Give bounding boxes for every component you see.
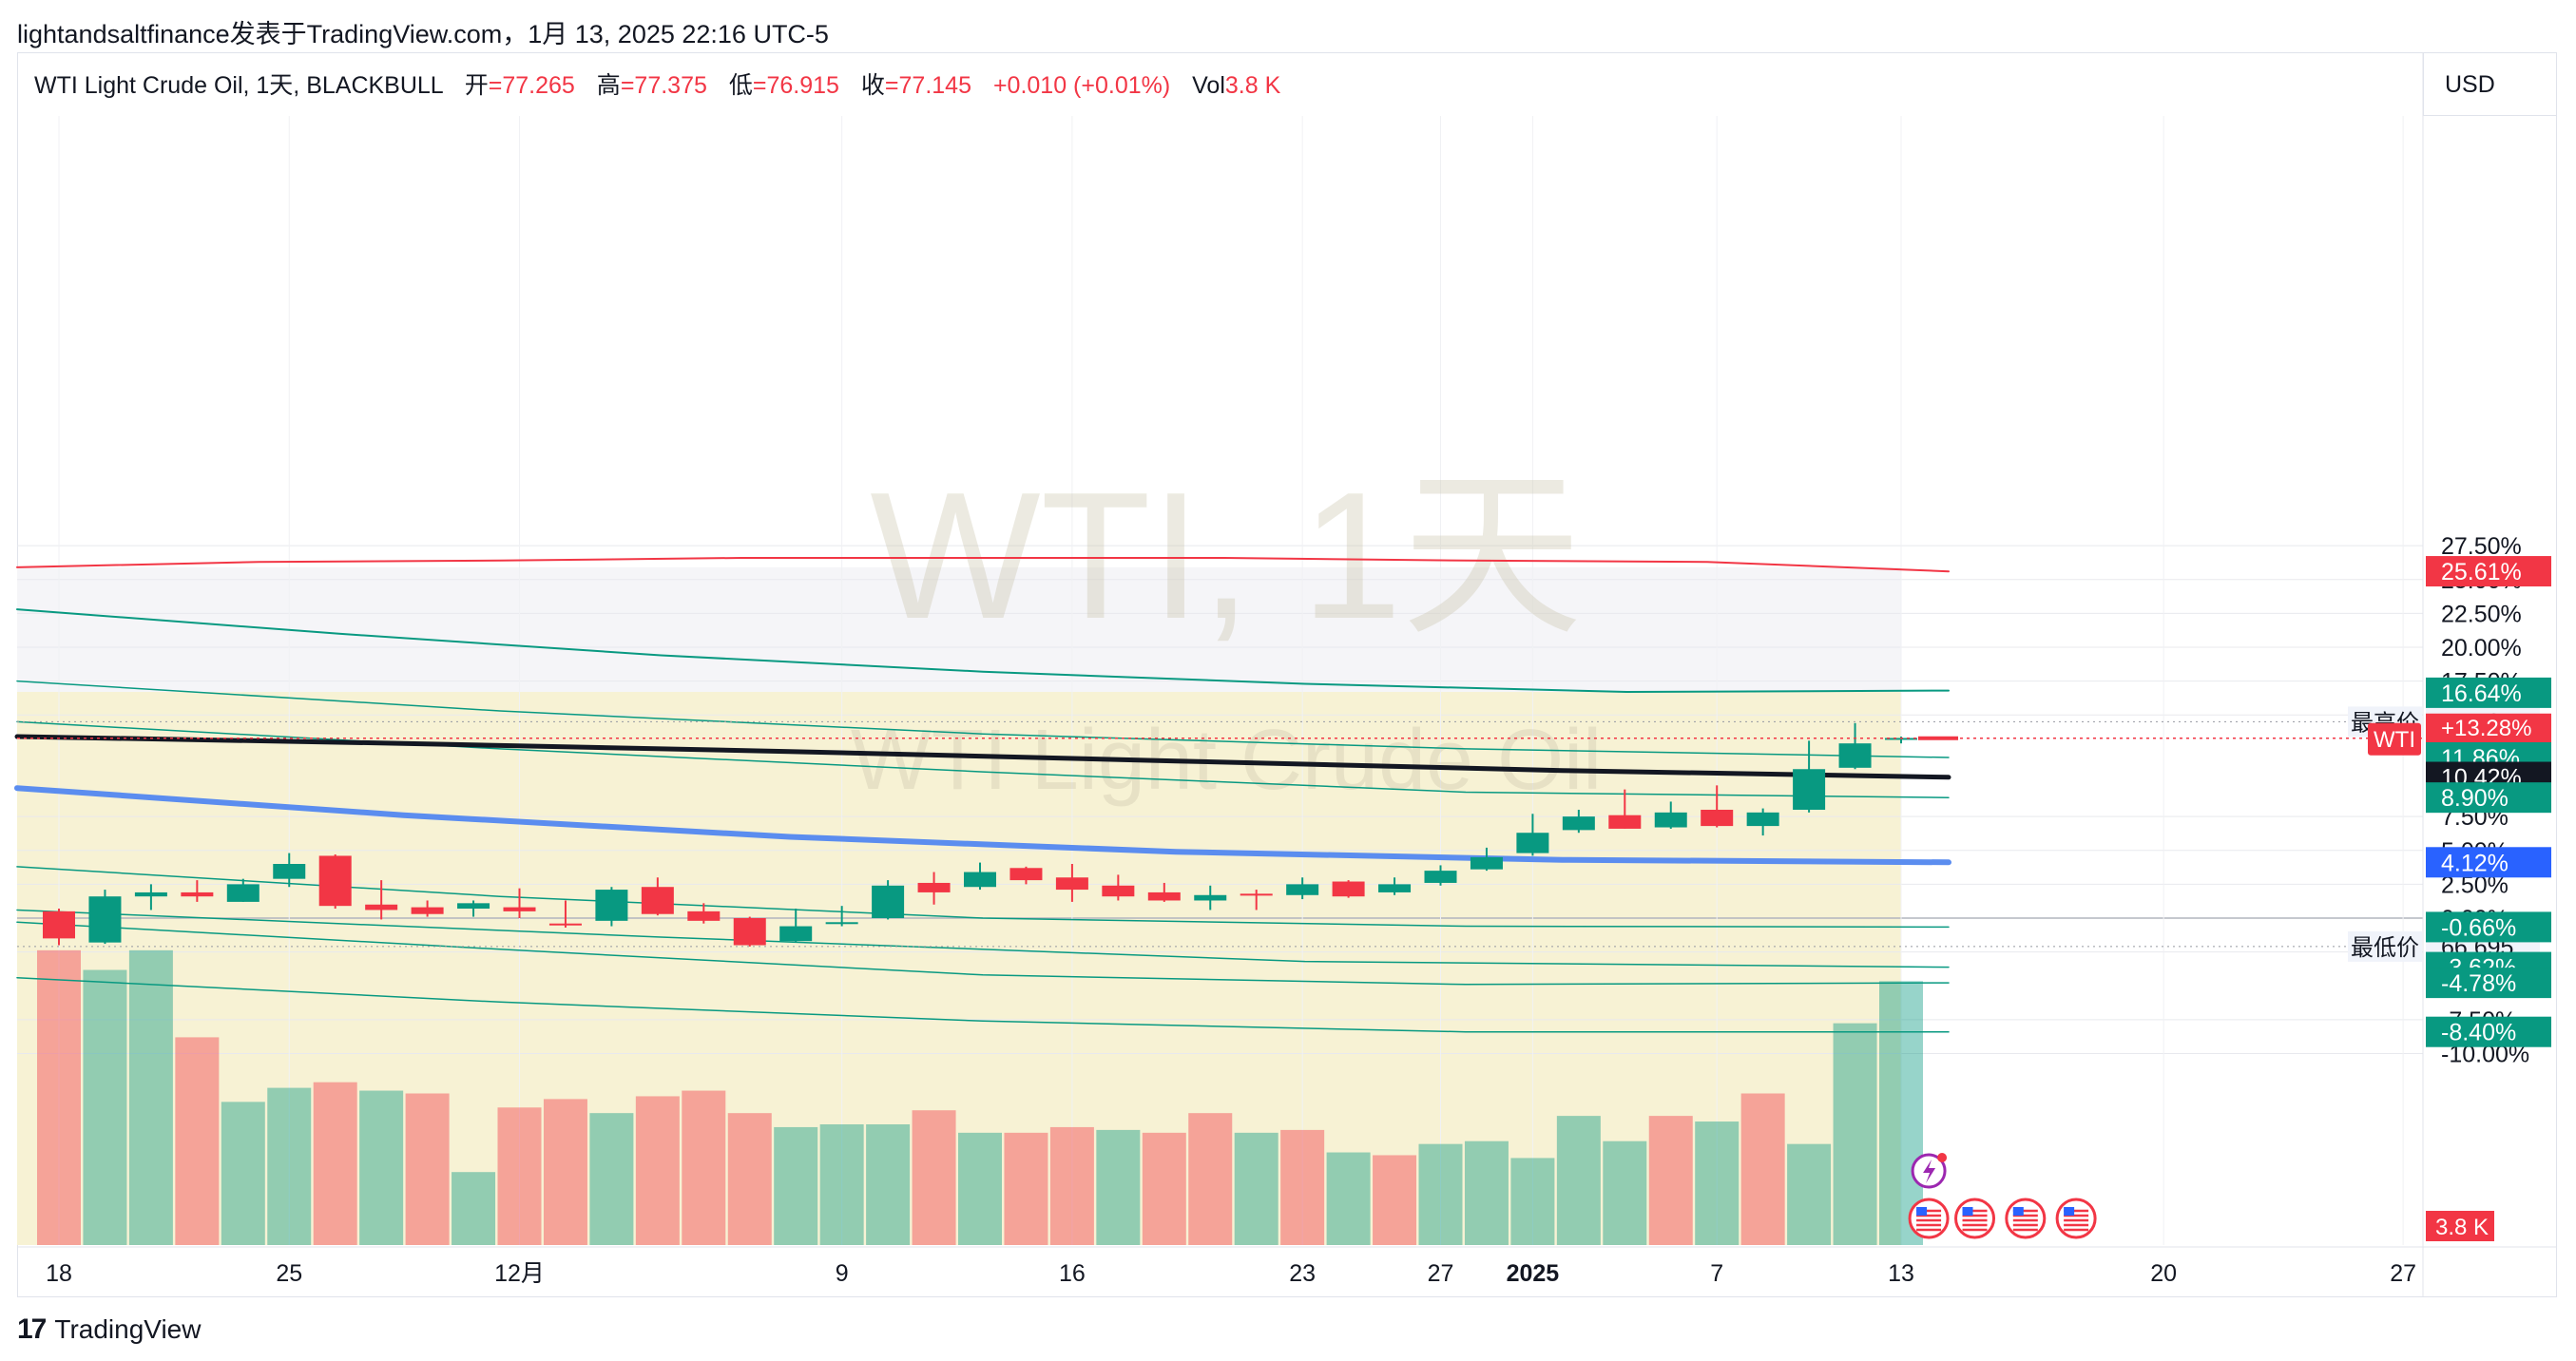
tradingview-logo-icon: 17 [17,1313,47,1345]
publisher-line: lightandsaltfinance发表于TradingView.com，1月… [17,20,829,48]
chart-frame [17,52,2557,1297]
low-label: 低 [728,72,753,99]
brand-name: TradingView [54,1314,202,1344]
tradingview-brand[interactable]: 17 TradingView [17,1313,201,1346]
close-label: 收 [860,72,885,99]
volume-value: 3.8 K [1224,72,1281,99]
symbol-legend: WTI Light Crude Oil, 1天, BLACKBULL 开=77.… [34,67,1280,101]
change-value: +0.010 (+0.01%) [992,72,1171,99]
close-value: =77.145 [884,72,971,99]
volume-label: Vol [1192,72,1225,99]
low-value: =76.915 [752,72,839,99]
high-value: =77.375 [620,72,707,99]
high-label: 高 [596,72,621,99]
open-label: 开 [464,72,489,99]
currency-selector[interactable]: USD [2423,53,2556,116]
symbol-title[interactable]: WTI Light Crude Oil, 1天, BLACKBULL [34,72,443,99]
open-value: =77.265 [488,72,575,99]
